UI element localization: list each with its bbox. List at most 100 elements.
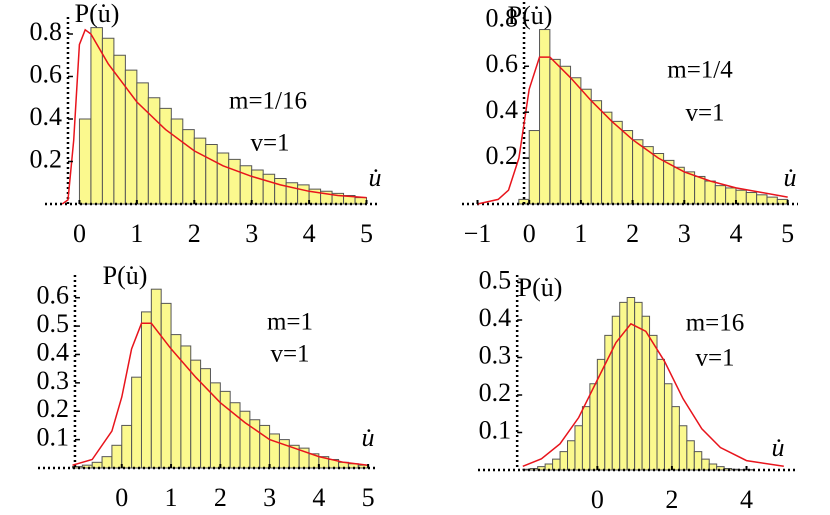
bar: [570, 77, 582, 205]
bar: [113, 54, 126, 205]
bar: [567, 440, 576, 471]
x-tick-label: 3: [263, 483, 276, 512]
y-tick-label: 0.5: [36, 309, 69, 338]
bar: [663, 383, 673, 471]
y-tick-label: 0.1: [479, 415, 512, 444]
bar: [559, 451, 569, 471]
bar: [239, 165, 253, 205]
x-tick-label: −1: [464, 219, 492, 248]
annotation: m=1: [267, 309, 313, 336]
x-tick-label: 4: [740, 485, 753, 514]
bar: [604, 334, 613, 471]
y-tick-label: 0.4: [479, 303, 512, 332]
x-tick-label: 3: [678, 219, 691, 248]
x-tick-label: 4: [729, 219, 742, 248]
bar: [559, 65, 572, 205]
annotation: m=16: [686, 310, 745, 337]
x-axis-label: u̇: [362, 423, 375, 452]
bar: [723, 468, 733, 471]
x-tick-label: 0: [115, 483, 128, 512]
y-tick-label: 0.6: [486, 49, 519, 78]
bar: [170, 118, 184, 205]
bar: [708, 463, 718, 471]
bar: [150, 288, 162, 469]
x-tick-label: 5: [781, 219, 794, 248]
bar: [678, 425, 688, 471]
x-axis-label: u̇: [784, 163, 797, 192]
annotation: v=1: [695, 345, 734, 372]
bar: [160, 302, 172, 469]
x-tick-label: 1: [165, 483, 178, 512]
bar: [694, 175, 706, 205]
bar: [209, 382, 221, 469]
bar: [673, 166, 685, 205]
y-tick-label: 0.6: [36, 281, 69, 310]
bar: [78, 118, 92, 205]
x-tick-label: 1: [574, 219, 587, 248]
bar: [111, 444, 123, 469]
bar: [652, 153, 665, 205]
bar: [701, 458, 710, 471]
y-tick-label: 0.5: [479, 265, 512, 294]
y-tick-label: 0.8: [486, 3, 519, 32]
x-tick-label: 2: [188, 219, 201, 248]
y-tick-label: 0.4: [36, 337, 69, 366]
bar: [714, 185, 727, 205]
bar: [601, 111, 613, 205]
bar: [528, 130, 541, 205]
x-tick-label: 2: [214, 483, 227, 512]
y-tick-label: 0.1: [36, 423, 69, 452]
y-tick-label: 0.2: [29, 144, 62, 173]
x-tick-label: 3: [245, 219, 258, 248]
bar: [297, 184, 310, 205]
y-tick-label: 0.3: [36, 366, 69, 395]
x-tick-label: 5: [362, 483, 375, 512]
y-axis-label: P(u̇): [103, 261, 148, 290]
bar: [228, 158, 241, 205]
bar: [574, 425, 583, 471]
fit-curve: [477, 56, 788, 205]
bar: [596, 358, 606, 471]
x-tick-label: 4: [312, 483, 325, 512]
bar: [735, 189, 747, 205]
bar: [649, 334, 658, 471]
bar: [745, 192, 758, 205]
bar: [663, 159, 675, 205]
bar: [590, 100, 603, 205]
x-axis-label: u̇: [369, 163, 382, 192]
bar: [632, 139, 644, 205]
y-axis-label: P(u̇): [75, 0, 120, 28]
bar: [549, 58, 561, 205]
bar: [725, 187, 737, 205]
bar: [581, 406, 591, 471]
annotation: v=1: [250, 130, 289, 157]
x-tick-label: 2: [665, 485, 678, 514]
bar: [182, 129, 195, 205]
bar: [656, 358, 665, 471]
bar: [589, 383, 598, 471]
bar: [101, 456, 113, 469]
bar: [269, 433, 280, 469]
bar: [251, 169, 264, 205]
annotation: v=1: [270, 341, 309, 368]
bar: [131, 376, 142, 469]
bar: [671, 406, 680, 471]
bar: [205, 144, 218, 205]
bar: [140, 311, 152, 469]
bar: [756, 194, 768, 205]
x-tick-label: 4: [303, 219, 316, 248]
y-tick-label: 0.8: [29, 17, 62, 46]
bar: [580, 88, 592, 205]
bar: [180, 345, 192, 469]
bar: [136, 82, 149, 205]
x-tick-label: 0: [591, 485, 604, 514]
bar: [90, 27, 103, 205]
fit-curve: [522, 322, 784, 468]
bar: [216, 152, 230, 205]
y-tick-label: 0.2: [36, 394, 69, 423]
bar: [686, 440, 695, 471]
annotation: m=1/16: [229, 88, 307, 115]
bar: [731, 468, 740, 471]
x-axis-label: u̇: [772, 433, 785, 462]
